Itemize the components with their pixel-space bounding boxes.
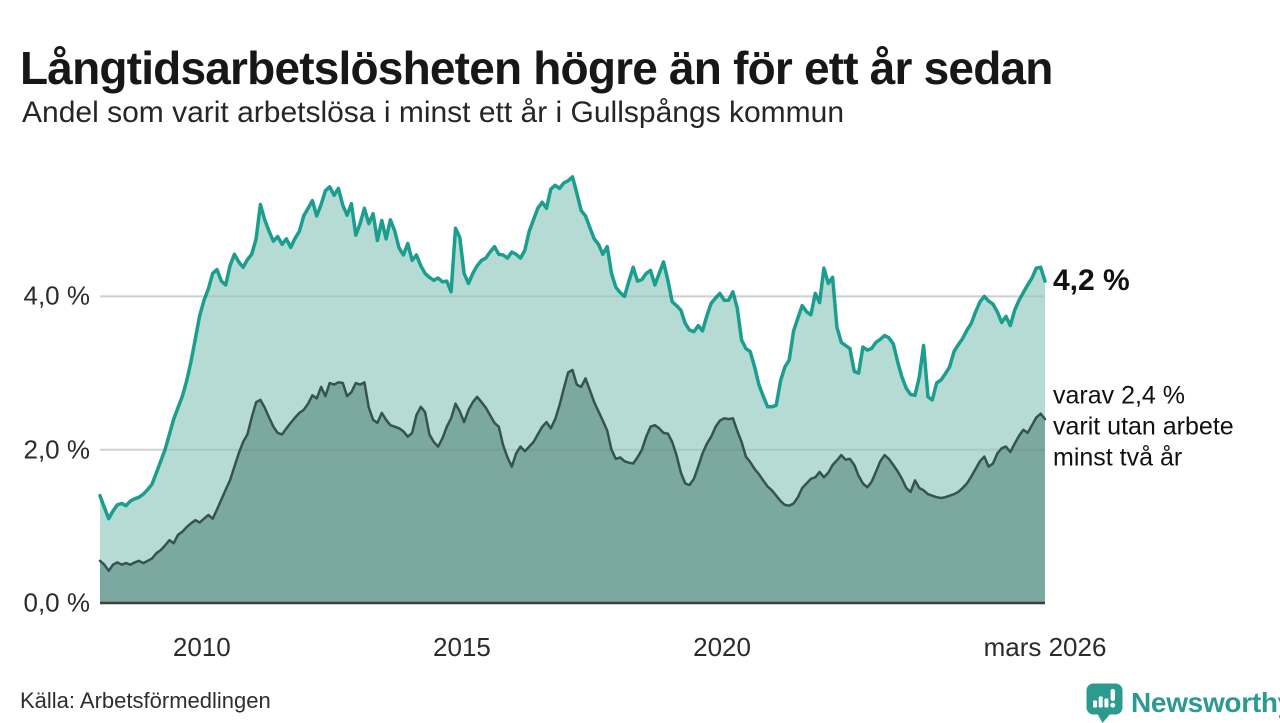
x-tick-label: 2010 xyxy=(172,632,231,662)
plot-area xyxy=(98,160,1047,610)
line-series-1 xyxy=(98,175,1047,521)
x-tick-label: mars 2026 xyxy=(983,632,1107,662)
x-tick-label: 2020 xyxy=(693,632,751,662)
annotation-secondary-line: varav 2,4 % xyxy=(1053,381,1186,410)
chart-subtitle: Andel som varit arbetslösa i minst ett å… xyxy=(22,96,844,129)
brand-name: Newsworthy xyxy=(1131,687,1280,718)
chart-title: Långtidsarbetslösheten högre än för ett … xyxy=(20,41,1053,94)
area-series-2 xyxy=(100,370,1045,603)
annotation-secondary-line: minst två år xyxy=(1053,443,1183,472)
annotation-secondary-value: varav 2,4 % varit utan arbete minst två … xyxy=(1053,381,1234,474)
annotation-latest-value: 4,2 % xyxy=(1053,264,1130,298)
brand-logo: Newsworthy xyxy=(1086,683,1280,723)
y-tick-label: 2,0 % xyxy=(23,434,91,465)
line-series-2 xyxy=(98,368,1047,573)
annotation-secondary-line: varit utan arbete xyxy=(1053,412,1234,441)
y-tick-label: 0,0 % xyxy=(23,587,91,618)
newsworthy-icon xyxy=(1086,683,1123,723)
x-tick-label: 2015 xyxy=(433,632,491,662)
y-tick-label: 4,0 % xyxy=(23,280,91,311)
chart-canvas xyxy=(98,175,1047,605)
source-note: Källa: Arbetsförmedlingen xyxy=(20,688,271,713)
